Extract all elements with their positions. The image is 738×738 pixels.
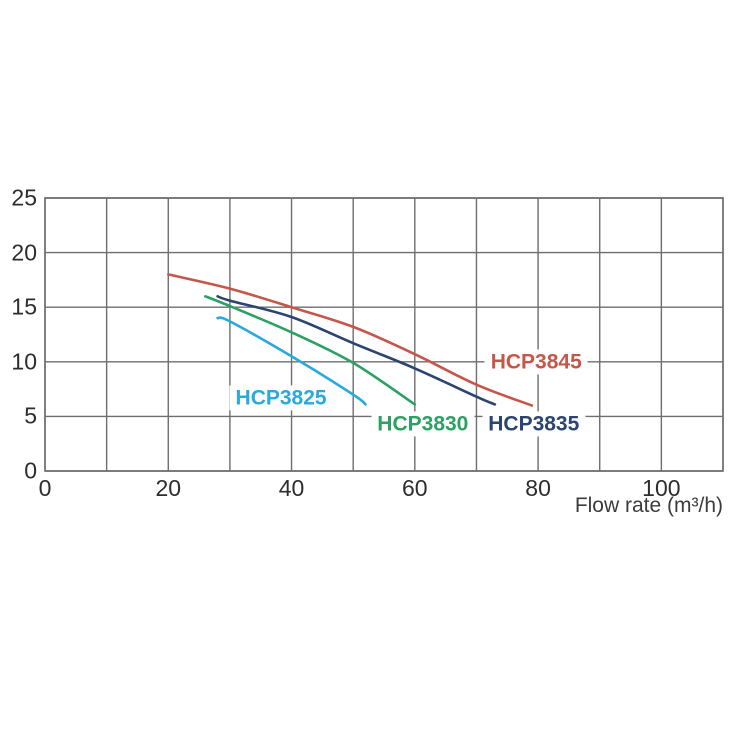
y-tick-label-5: 5 — [24, 402, 37, 429]
series-label-hcp3845: HCP3845 — [484, 349, 588, 375]
y-tick-label-15: 15 — [11, 293, 37, 320]
x-tick-label-40: 40 — [278, 475, 305, 501]
x-tick-label-100: 100 — [642, 475, 681, 501]
y-tick-label-25: 25 — [11, 184, 37, 211]
y-tick-label-0: 0 — [24, 457, 37, 484]
curve-hcp3825 — [216, 316, 367, 406]
curve-hcp3845 — [167, 273, 534, 407]
x-tick-label-60: 60 — [402, 475, 428, 501]
series-label-hcp3830: HCP3830 — [371, 411, 475, 437]
x-tick-label-20: 20 — [155, 475, 182, 501]
y-tick-label-20: 20 — [11, 239, 37, 266]
curve-hcp3835 — [216, 295, 497, 406]
series-label-hcp3835: HCP3835 — [482, 411, 586, 437]
x-tick-label-80: 80 — [525, 475, 551, 501]
plot-border — [44, 197, 724, 472]
x-tick-label-0: 0 — [38, 475, 52, 501]
series-label-hcp3825: HCP3825 — [229, 385, 333, 411]
curve-hcp3830 — [204, 295, 417, 406]
x-axis-title: Flow rate (m³/h) — [574, 494, 723, 517]
y-tick-label-10: 10 — [11, 348, 37, 375]
